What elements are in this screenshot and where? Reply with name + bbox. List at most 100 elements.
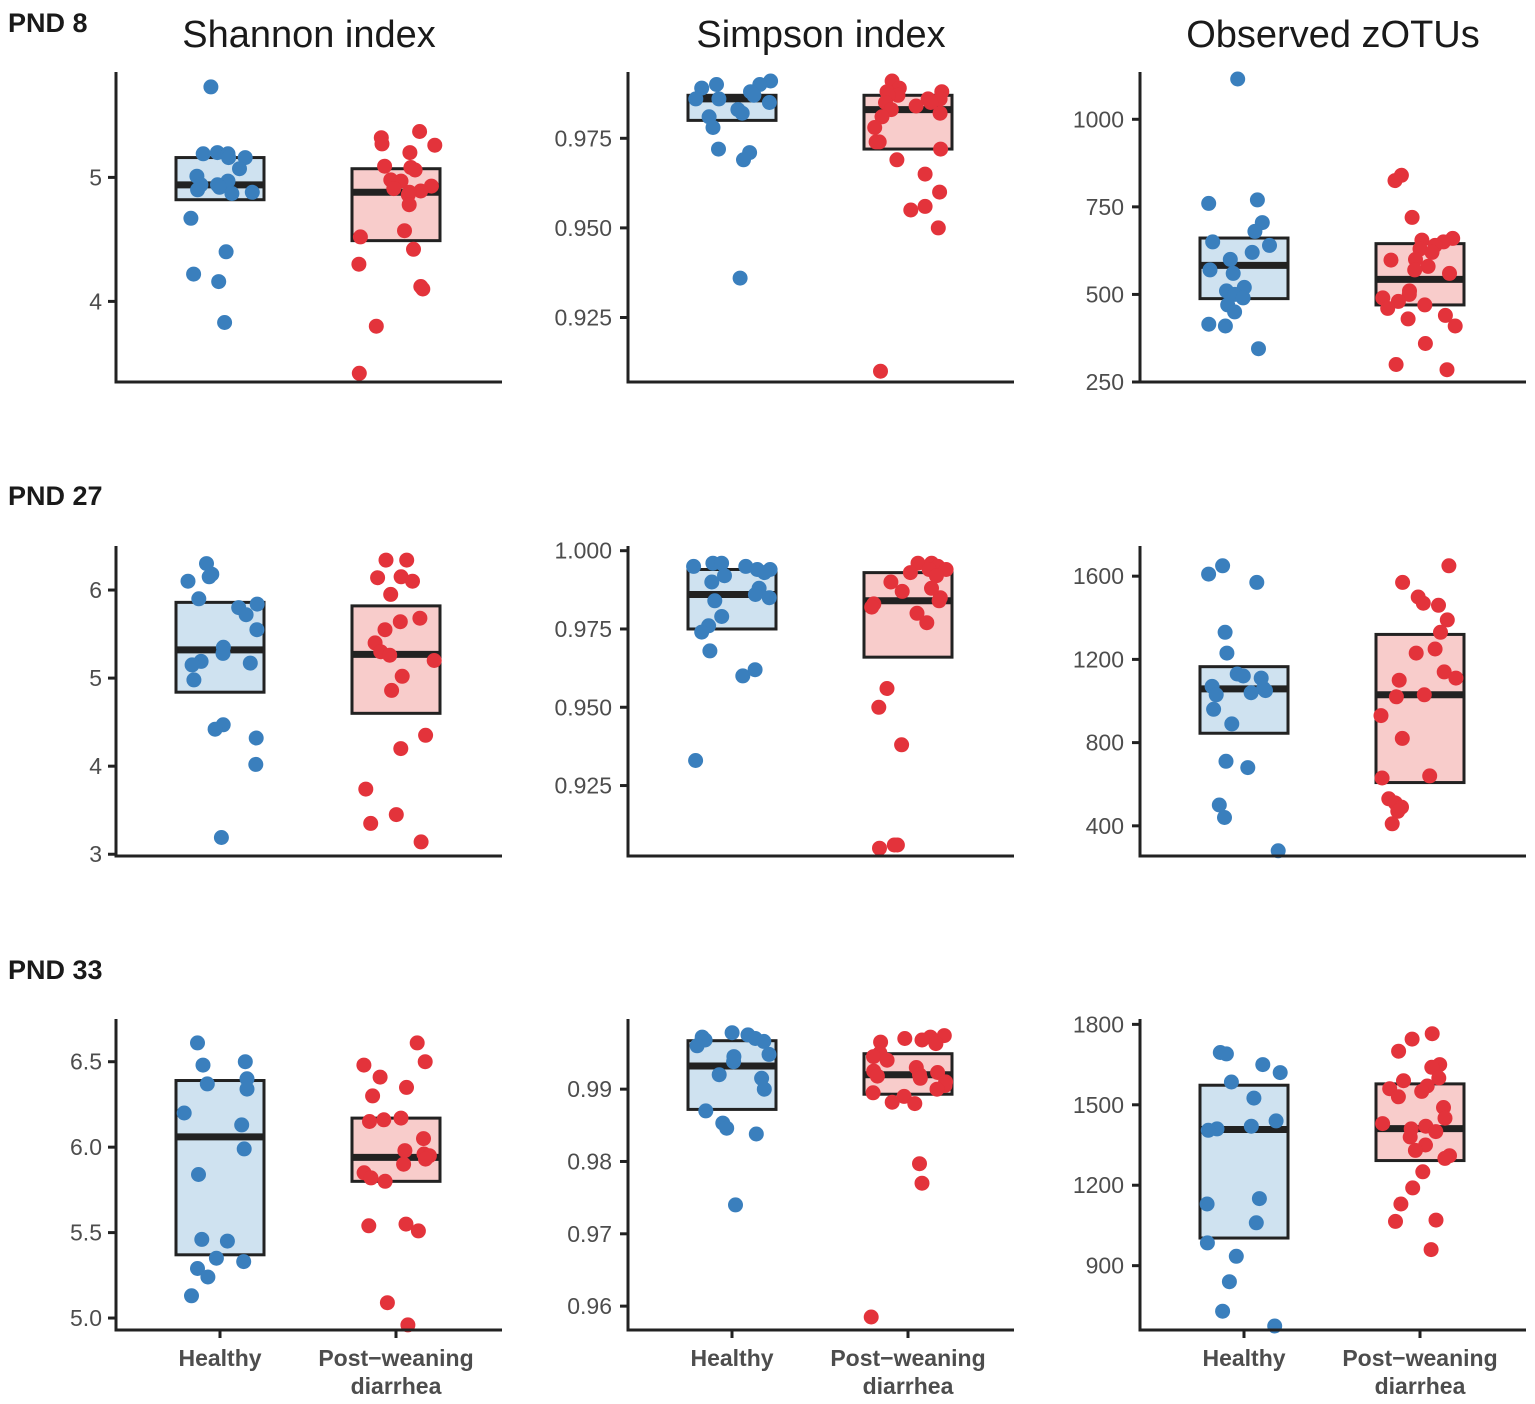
data-point-healthy bbox=[1243, 685, 1259, 701]
data-point-diarrhea bbox=[914, 1032, 930, 1048]
y-tick-label: 0.925 bbox=[554, 773, 612, 799]
data-point-diarrhea bbox=[398, 1216, 414, 1232]
data-point-diarrhea bbox=[377, 1173, 393, 1189]
data-point-diarrhea bbox=[1441, 558, 1457, 574]
data-point-healthy bbox=[1235, 290, 1251, 306]
data-point-diarrhea bbox=[912, 1070, 928, 1086]
data-point-diarrhea bbox=[909, 605, 925, 621]
data-point-healthy bbox=[242, 655, 258, 671]
panel-pnd8-simpson: 0.925 0.950 0.975 bbox=[554, 72, 1014, 384]
data-point-healthy bbox=[1199, 1196, 1215, 1212]
data-point-diarrhea bbox=[382, 647, 398, 663]
data-point-healthy bbox=[224, 186, 240, 201]
data-point-diarrhea bbox=[902, 565, 918, 581]
data-point-diarrhea bbox=[377, 158, 393, 174]
data-point-healthy bbox=[1228, 1248, 1244, 1264]
data-point-healthy bbox=[1217, 624, 1233, 640]
data-point-healthy bbox=[1219, 645, 1235, 661]
data-point-diarrhea bbox=[873, 363, 888, 379]
data-point-diarrhea bbox=[1375, 1116, 1391, 1132]
data-point-healthy bbox=[1225, 265, 1241, 281]
data-point-healthy bbox=[1205, 234, 1221, 250]
category-label-diarrhea: Post−weaning bbox=[318, 1345, 473, 1371]
data-point-healthy bbox=[717, 568, 732, 584]
y-tick-label: 1200 bbox=[1073, 646, 1124, 672]
data-point-diarrhea bbox=[1390, 293, 1406, 309]
data-point-diarrhea bbox=[418, 727, 434, 743]
data-point-diarrhea bbox=[907, 1096, 923, 1112]
data-point-diarrhea bbox=[363, 1170, 379, 1186]
data-point-diarrhea bbox=[1416, 687, 1432, 703]
data-point-healthy bbox=[184, 1288, 199, 1304]
data-point-healthy bbox=[1249, 192, 1265, 208]
row-label-pnd33: PND 33 bbox=[8, 955, 103, 985]
data-point-healthy bbox=[215, 645, 231, 661]
data-point-healthy bbox=[195, 1057, 211, 1073]
category-label-healthy: Healthy bbox=[690, 1345, 773, 1371]
data-point-diarrhea bbox=[863, 1309, 879, 1325]
data-point-healthy bbox=[1255, 1057, 1271, 1073]
data-point-diarrhea bbox=[1423, 1242, 1439, 1258]
data-point-diarrhea bbox=[406, 241, 421, 257]
data-point-healthy bbox=[186, 672, 202, 688]
data-point-diarrhea bbox=[426, 653, 442, 668]
data-point-diarrhea bbox=[365, 1088, 381, 1104]
box-healthy bbox=[174, 1079, 266, 1257]
box-healthy bbox=[1198, 1083, 1290, 1240]
data-point-healthy bbox=[711, 141, 726, 157]
data-point-diarrhea bbox=[397, 223, 412, 239]
data-point-diarrhea bbox=[1401, 286, 1417, 302]
data-point-diarrhea bbox=[1390, 1089, 1406, 1105]
data-point-healthy bbox=[1262, 237, 1277, 253]
panel-pnd33-simpson: 0.96 0.97 0.98 0.99 Healthy Post−weaningdiarr… bbox=[567, 1019, 1014, 1399]
data-point-healthy bbox=[1251, 1191, 1267, 1207]
data-point-diarrhea bbox=[903, 202, 919, 218]
data-point-healthy bbox=[724, 1025, 740, 1041]
category-label-diarrhea: Post−weaning bbox=[1342, 1345, 1497, 1371]
data-point-diarrhea bbox=[1439, 612, 1455, 628]
y-tick-label: 0.97 bbox=[567, 1221, 612, 1247]
box-diarrhea bbox=[862, 571, 954, 659]
data-point-healthy bbox=[1223, 1074, 1239, 1090]
data-point-healthy bbox=[1268, 1113, 1284, 1129]
y-tick-label: 6.5 bbox=[70, 1049, 102, 1075]
data-point-diarrhea bbox=[869, 1068, 885, 1084]
data-point-diarrhea bbox=[1388, 689, 1404, 705]
data-point-diarrhea bbox=[1408, 645, 1424, 661]
data-point-diarrhea bbox=[1390, 803, 1406, 819]
data-point-diarrhea bbox=[417, 1054, 433, 1070]
data-point-healthy bbox=[1222, 251, 1238, 267]
data-point-healthy bbox=[201, 569, 217, 585]
y-tick-label: 1500 bbox=[1073, 1092, 1124, 1118]
panel-pnd33-zotus: 900 1200 1500 1800 Healthy Post−weaningdiarrh… bbox=[1073, 1011, 1526, 1399]
data-point-healthy bbox=[237, 150, 253, 166]
data-point-diarrhea bbox=[388, 807, 404, 823]
data-point-healthy bbox=[232, 161, 247, 177]
data-point-diarrhea bbox=[872, 840, 887, 856]
panel-pnd8-shannon: 45 bbox=[89, 72, 502, 384]
data-point-healthy bbox=[738, 558, 754, 574]
data-point-diarrhea bbox=[929, 1081, 945, 1097]
data-point-healthy bbox=[688, 753, 704, 768]
data-point-diarrhea bbox=[1395, 574, 1411, 590]
data-point-diarrhea bbox=[1420, 258, 1436, 274]
data-point-diarrhea bbox=[867, 120, 883, 135]
y-tick-label: 0.950 bbox=[554, 215, 612, 241]
data-point-healthy bbox=[746, 87, 762, 103]
data-point-diarrhea bbox=[1448, 670, 1464, 686]
data-point-diarrhea bbox=[418, 1151, 433, 1167]
y-tick-label: 5.0 bbox=[70, 1305, 102, 1331]
data-point-diarrhea bbox=[1402, 1129, 1418, 1145]
y-tick-label: 250 bbox=[1086, 369, 1124, 395]
y-tick-label: 0.950 bbox=[554, 694, 612, 720]
row-label-pnd27: PND 27 bbox=[8, 481, 103, 511]
y-tick-label: 0.99 bbox=[567, 1076, 612, 1102]
panel-pnd8-zotus: 250 500 750 1000 bbox=[1073, 71, 1526, 395]
data-point-healthy bbox=[237, 1054, 253, 1070]
data-point-diarrhea bbox=[1394, 730, 1410, 746]
data-point-diarrhea bbox=[384, 682, 400, 698]
data-point-healthy bbox=[748, 1126, 764, 1142]
data-point-diarrhea bbox=[372, 1069, 388, 1085]
data-point-diarrhea bbox=[401, 197, 417, 213]
